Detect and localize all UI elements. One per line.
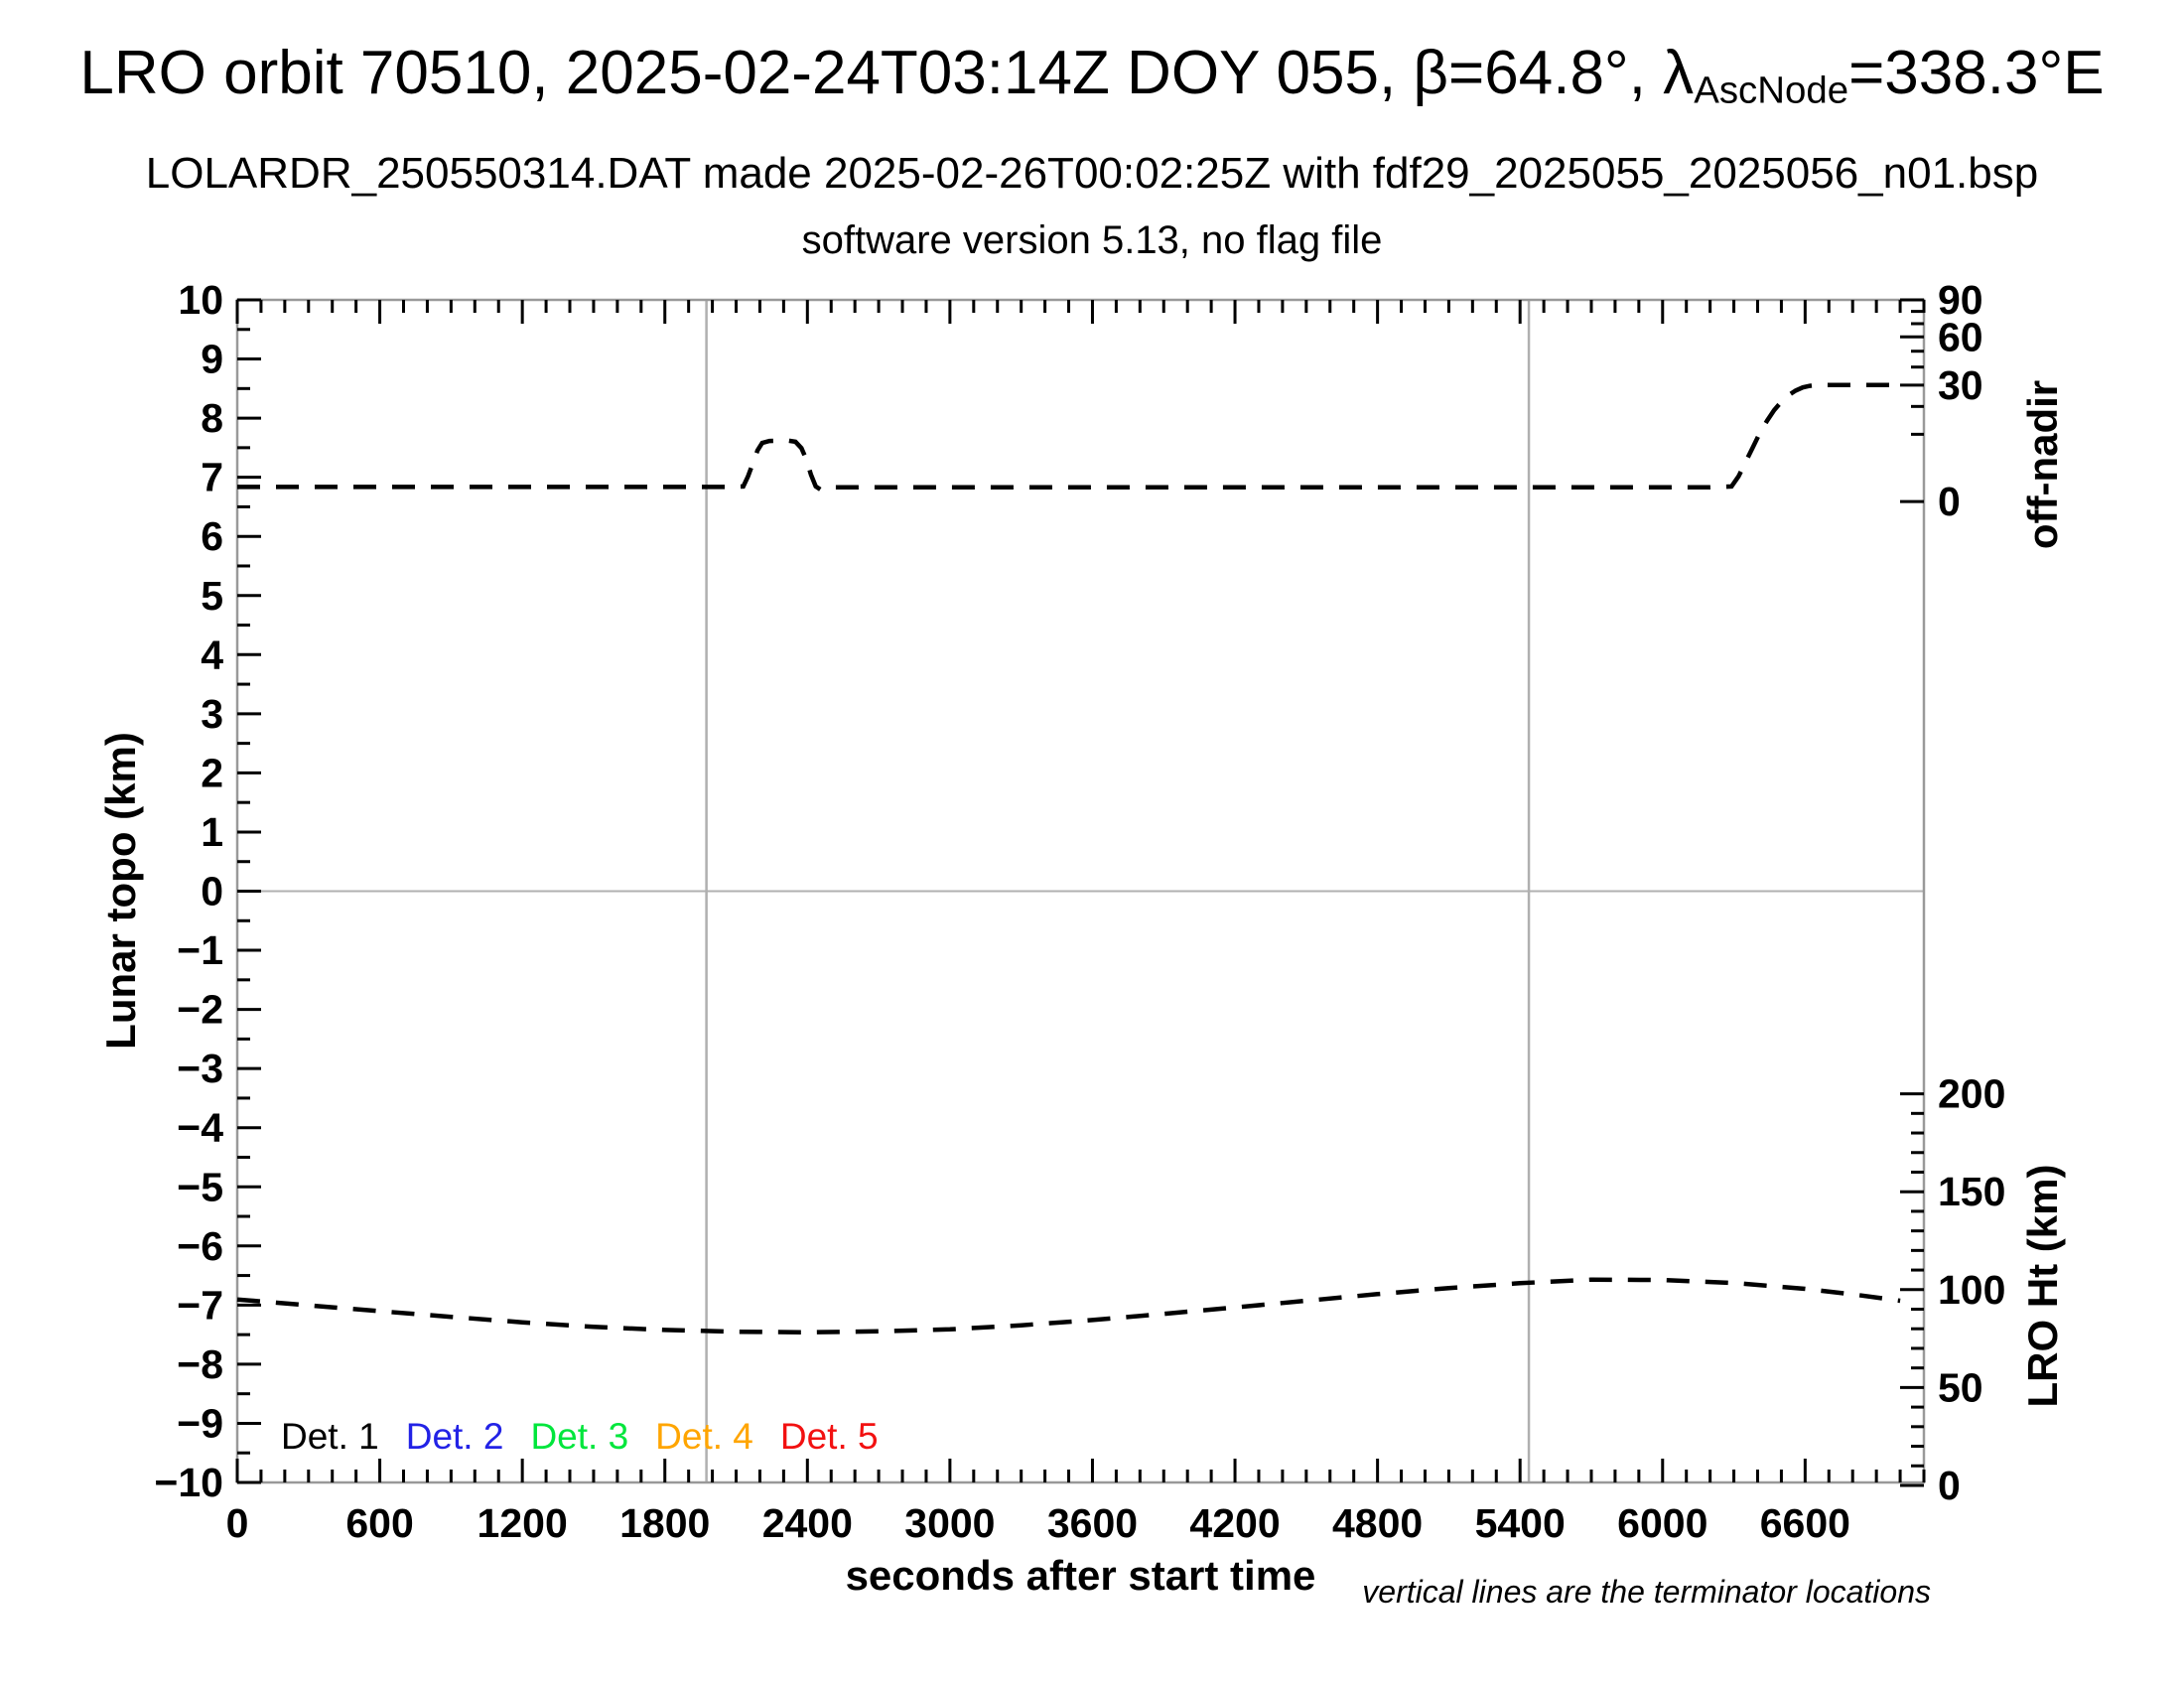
x-tick-label: 3600	[1047, 1500, 1138, 1546]
terminator-note: vertical lines are the terminator locati…	[1362, 1574, 1931, 1610]
x-tick-label: 5400	[1475, 1500, 1566, 1546]
lunar-topo-tick-label: −10	[154, 1460, 223, 1505]
x-tick-label: 4200	[1189, 1500, 1280, 1546]
lunar-topo-tick-label: −6	[177, 1223, 223, 1269]
legend-item: Det. 1	[281, 1416, 379, 1457]
off-nadir-tick-label: 60	[1938, 314, 1983, 359]
lunar-topo-tick-label: 4	[201, 632, 223, 677]
legend-item: Det. 2	[405, 1416, 504, 1457]
x-tick-label: 6000	[1617, 1500, 1707, 1546]
legend-item: Det. 5	[779, 1416, 879, 1457]
lunar-topo-tick-label: 3	[201, 691, 223, 737]
lunar-topo-tick-label: 8	[201, 395, 223, 441]
y-axis-label-lunar-topo: Lunar topo (km)	[97, 732, 144, 1050]
legend-item: Det. 4	[655, 1416, 753, 1457]
off-nadir-tick-label: 0	[1938, 479, 1961, 524]
lro-ht-tick-label: 100	[1938, 1267, 2005, 1313]
detector-legend: Det. 1 Det. 2 Det. 3 Det. 4 Det. 5	[281, 1416, 905, 1458]
lunar-topo-tick-label: −2	[177, 987, 223, 1033]
lunar-topo-tick-label: −3	[177, 1046, 223, 1091]
lunar-topo-tick-label: 1	[201, 809, 223, 855]
lro-height-curve	[236, 1277, 1901, 1336]
lunar-topo-tick-label: 5	[201, 573, 223, 619]
legend-item: Det. 3	[530, 1416, 629, 1457]
x-tick-label: 4800	[1332, 1500, 1423, 1546]
lunar-topo-tick-label: 7	[201, 455, 223, 500]
lro-ht-tick-label: 50	[1938, 1364, 1983, 1410]
x-tick-label: 2400	[762, 1500, 853, 1546]
lro-ht-tick-label: 0	[1938, 1463, 1961, 1508]
software-version-line: software version 5.13, no flag file	[801, 218, 1383, 262]
x-tick-label: 6600	[1760, 1500, 1850, 1546]
lunar-topo-tick-label: −1	[177, 927, 223, 973]
x-tick-label: 600	[345, 1500, 413, 1546]
off-nadir-tick-label: 90	[1938, 277, 1983, 323]
x-tick-label: 1800	[619, 1500, 710, 1546]
lunar-topo-tick-label: 6	[201, 513, 223, 559]
lunar-topo-tick-label: 2	[201, 750, 223, 795]
lro-ht-tick-label: 150	[1938, 1169, 2005, 1214]
lunar-topo-tick-label: −4	[177, 1105, 223, 1151]
y-axis-label-lro-height: LRO Ht (km)	[2019, 1164, 2066, 1408]
lunar-topo-tick-label: 9	[201, 337, 223, 382]
lunar-topo-tick-label: −7	[177, 1282, 223, 1328]
plot-title: LRO orbit 70510, 2025-02-24T03:14Z DOY 0…	[0, 38, 2184, 113]
lro-ht-tick-label: 200	[1938, 1071, 2005, 1117]
x-axis-label: seconds after start time	[845, 1552, 1316, 1599]
x-tick-label: 1200	[478, 1500, 568, 1546]
lunar-topo-tick-label: −5	[177, 1164, 223, 1209]
off-nadir-tick-label: 30	[1938, 362, 1983, 408]
plot-title-subscript: AscNode	[1694, 69, 1849, 112]
off-nadir-curve	[237, 382, 1898, 492]
plot-title-end: =338.3°E	[1848, 39, 2105, 107]
x-tick-label: 3000	[904, 1500, 995, 1546]
lunar-topo-tick-label: 10	[178, 277, 223, 323]
x-tick-label: 0	[226, 1500, 249, 1546]
lunar-topo-tick-label: 0	[201, 869, 223, 914]
plot-title-main: LRO orbit 70510, 2025-02-24T03:14Z DOY 0…	[79, 39, 1695, 107]
plot-subtitle: LOLARDR_250550314.DAT made 2025-02-26T00…	[145, 149, 2039, 198]
lunar-topo-tick-label: −9	[177, 1400, 223, 1446]
lunar-topo-tick-label: −8	[177, 1341, 223, 1387]
y-axis-label-off-nadir: off-nadir	[2019, 379, 2066, 550]
